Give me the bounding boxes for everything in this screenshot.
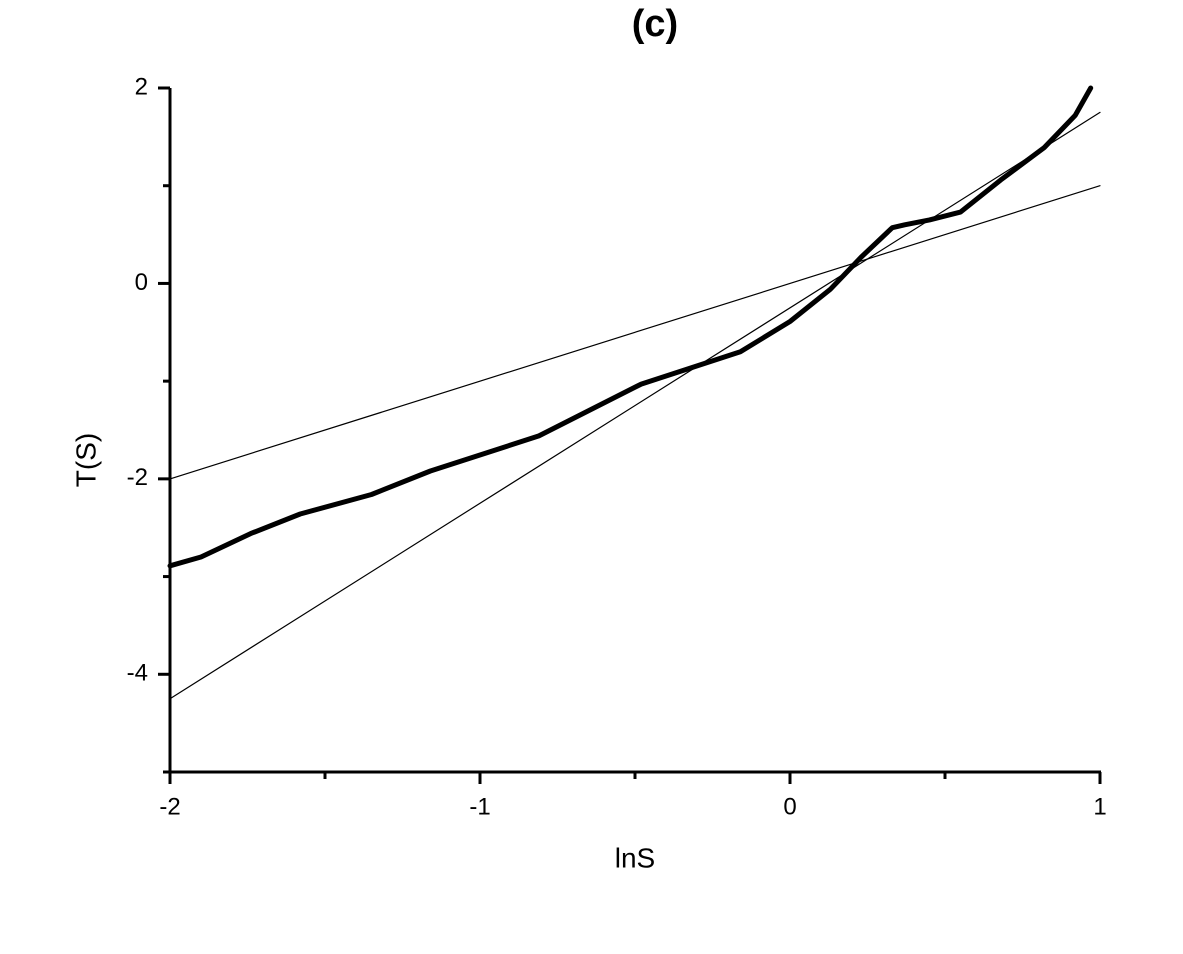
chart-title: (c) (632, 3, 678, 45)
y-tick-label: 0 (135, 269, 148, 296)
series-line (169, 111, 1101, 700)
x-tick-label: -2 (159, 793, 180, 820)
y-tick-label: -2 (127, 464, 148, 491)
y-tick-label: 2 (135, 73, 148, 100)
y-tick-label: -4 (127, 660, 148, 687)
x-axis-label: lnS (615, 842, 655, 873)
series-line (169, 185, 1101, 480)
y-axis-label: T(S) (70, 433, 101, 487)
x-tick-label: 1 (1093, 793, 1106, 820)
x-tick-label: 0 (783, 793, 796, 820)
x-tick-label: -1 (469, 793, 490, 820)
series-line (167, 85, 1094, 569)
